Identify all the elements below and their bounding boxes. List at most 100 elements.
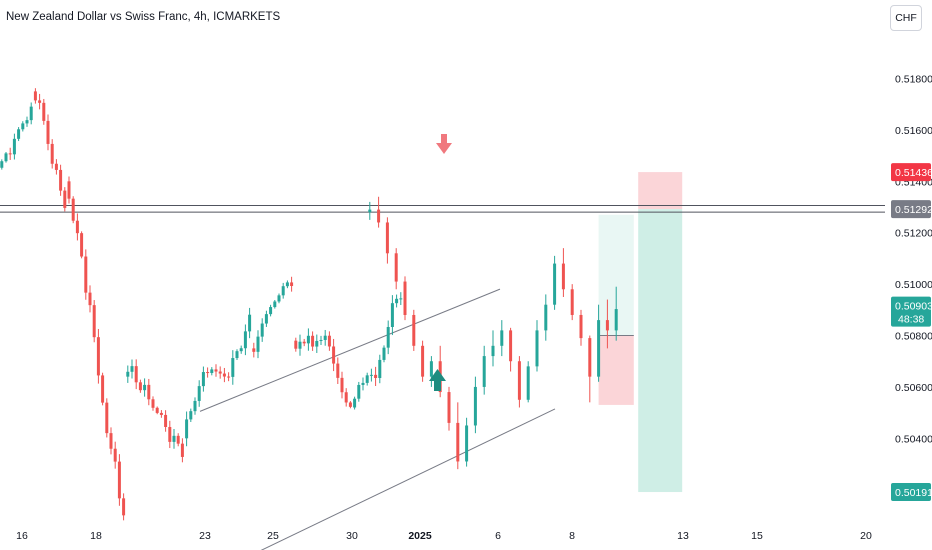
arrow-shaft xyxy=(441,134,447,144)
candle xyxy=(385,217,389,264)
candle-body xyxy=(50,143,54,164)
history-candle xyxy=(327,331,331,351)
candle xyxy=(465,417,469,467)
history-candle xyxy=(281,282,285,299)
candle-body xyxy=(29,106,33,121)
candle xyxy=(561,248,565,297)
history-candle xyxy=(29,102,33,125)
history-candle xyxy=(315,334,319,353)
history-candle xyxy=(273,299,277,309)
candle xyxy=(526,361,530,403)
chart-title: New Zealand Dollar vs Swiss Franc, 4h, I… xyxy=(6,11,281,23)
candle-body xyxy=(88,292,92,306)
candle-body xyxy=(151,399,155,408)
candle-body xyxy=(185,419,189,439)
history-candle xyxy=(138,379,142,393)
history-candle xyxy=(164,410,168,432)
price-tick-label: 0.50400 xyxy=(895,433,932,445)
price-axis[interactable]: 0.518000.516000.514000.512000.510000.508… xyxy=(895,74,932,446)
candle-body xyxy=(159,412,163,415)
time-tick-label: 13 xyxy=(677,530,689,542)
history-candle xyxy=(269,304,273,317)
candle-body xyxy=(193,400,197,412)
candle-body xyxy=(336,363,340,378)
arrows-layer xyxy=(429,134,452,391)
candle-body xyxy=(21,123,25,130)
history-candle xyxy=(323,329,327,346)
candle-body xyxy=(294,340,298,349)
candle-body xyxy=(63,190,67,208)
currency-button[interactable]: CHF xyxy=(890,5,922,31)
history-candle xyxy=(361,377,365,391)
price-tick-label: 0.51200 xyxy=(895,228,932,240)
history-candle xyxy=(54,159,58,175)
history-candle xyxy=(399,292,403,306)
candle-body xyxy=(147,384,151,400)
time-tick-label: 18 xyxy=(90,530,102,542)
candle-body xyxy=(0,161,4,168)
history-candle xyxy=(151,396,155,411)
history-candle xyxy=(206,367,210,378)
candle-body xyxy=(134,366,138,383)
level-price-tag: 0.51292 xyxy=(891,200,932,219)
candle-body xyxy=(84,256,88,293)
history-candle xyxy=(374,366,378,387)
history-candle xyxy=(105,398,109,438)
candle-body xyxy=(374,374,378,379)
time-axis[interactable]: 16 18 23 25 30 2025 6 8 13 15 20 xyxy=(16,530,872,542)
candle-body xyxy=(535,330,539,367)
history-candle xyxy=(311,331,315,351)
history-candle xyxy=(260,318,264,342)
candle-body xyxy=(456,422,460,462)
short-position-target-zone xyxy=(638,209,683,493)
candle-body xyxy=(138,382,142,391)
candle xyxy=(553,255,557,310)
time-tick-label: 8 xyxy=(569,530,575,542)
history-candle xyxy=(243,324,247,356)
candle xyxy=(614,286,618,341)
candle-body xyxy=(429,361,433,377)
history-candle xyxy=(290,276,294,292)
history-candle xyxy=(302,338,306,347)
last-price-tag-text: 0.50903 xyxy=(895,301,932,313)
candle-body xyxy=(38,100,42,103)
position-zones xyxy=(598,172,683,493)
history-candle xyxy=(344,388,348,407)
candle-body xyxy=(365,375,369,383)
history-candle xyxy=(252,342,256,358)
candle-body xyxy=(390,303,394,327)
history-candle xyxy=(113,441,117,469)
candle-body xyxy=(17,129,21,139)
history-candle xyxy=(365,372,369,386)
candle-body xyxy=(327,335,331,347)
history-candle xyxy=(180,438,184,463)
candle-body xyxy=(579,314,583,339)
candle-body xyxy=(315,340,319,347)
candle-body xyxy=(214,369,218,372)
upper-price-tag: 0.51436 xyxy=(891,163,932,182)
candle xyxy=(403,276,407,321)
candle-body xyxy=(122,498,126,516)
history-candle xyxy=(59,164,63,196)
level-price-tag-bg xyxy=(891,200,931,219)
candle-body xyxy=(126,371,130,377)
history-candle xyxy=(235,349,239,360)
history-candle xyxy=(298,334,302,356)
history-candle xyxy=(231,350,235,385)
candle-body xyxy=(75,220,79,234)
candle-body xyxy=(206,372,210,374)
candle-body xyxy=(544,304,548,331)
candle xyxy=(605,299,609,349)
candle-body xyxy=(42,102,46,121)
candle-body xyxy=(473,386,477,426)
candle xyxy=(447,386,451,431)
history-candle xyxy=(395,294,399,308)
candle-body xyxy=(273,301,277,308)
candle-body xyxy=(290,282,294,286)
history-candle xyxy=(38,93,42,110)
history-candle xyxy=(306,328,310,351)
candle-body xyxy=(117,461,121,499)
price-tick-label: 0.51800 xyxy=(895,74,932,86)
history-candle xyxy=(84,249,88,300)
